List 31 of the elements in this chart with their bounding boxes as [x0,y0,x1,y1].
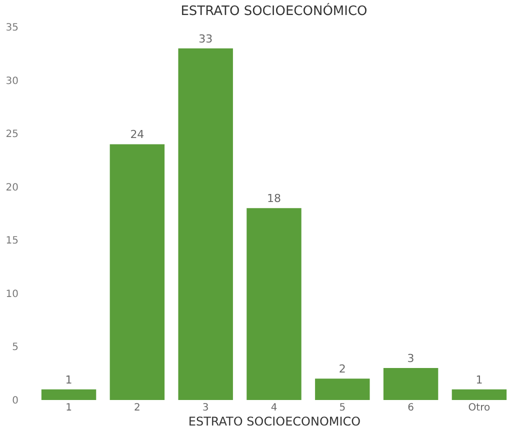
data-label: 3 [407,352,414,366]
y-tick-label: 25 [6,129,18,140]
y-tick-label: 15 [6,236,18,247]
x-axis-title: ESTRATO SOCIOECONOMICO [188,414,361,428]
data-label: 1 [65,373,72,386]
y-tick-label: 5 [12,342,18,354]
data-label: 24 [130,128,144,142]
x-tick-label: 1 [66,402,72,414]
bar [246,208,302,400]
bar [178,48,233,400]
bar [110,144,165,400]
x-tick-label: 4 [270,402,278,414]
data-label: 33 [198,32,213,46]
y-tick-label: 0 [12,396,18,406]
x-tick-label: 2 [134,402,140,414]
data-label: 2 [338,362,346,376]
x-tick-label: Otro [468,402,490,414]
y-tick-label: 30 [6,76,18,87]
data-label: 18 [267,192,281,206]
y-tick-label: 20 [6,182,18,194]
y-tick-label: 10 [6,288,18,300]
y-tick-label: 35 [6,22,18,34]
x-tick-label: 5 [339,402,346,414]
bar [452,389,507,400]
bar [383,368,438,400]
bar [41,389,96,400]
chart-title: ESTRATO SOCIOECONÓMICO [180,2,368,19]
x-tick-label: 3 [202,402,209,414]
x-tick-label: 6 [408,402,414,414]
bar [315,378,370,400]
data-label: 1 [476,373,483,386]
